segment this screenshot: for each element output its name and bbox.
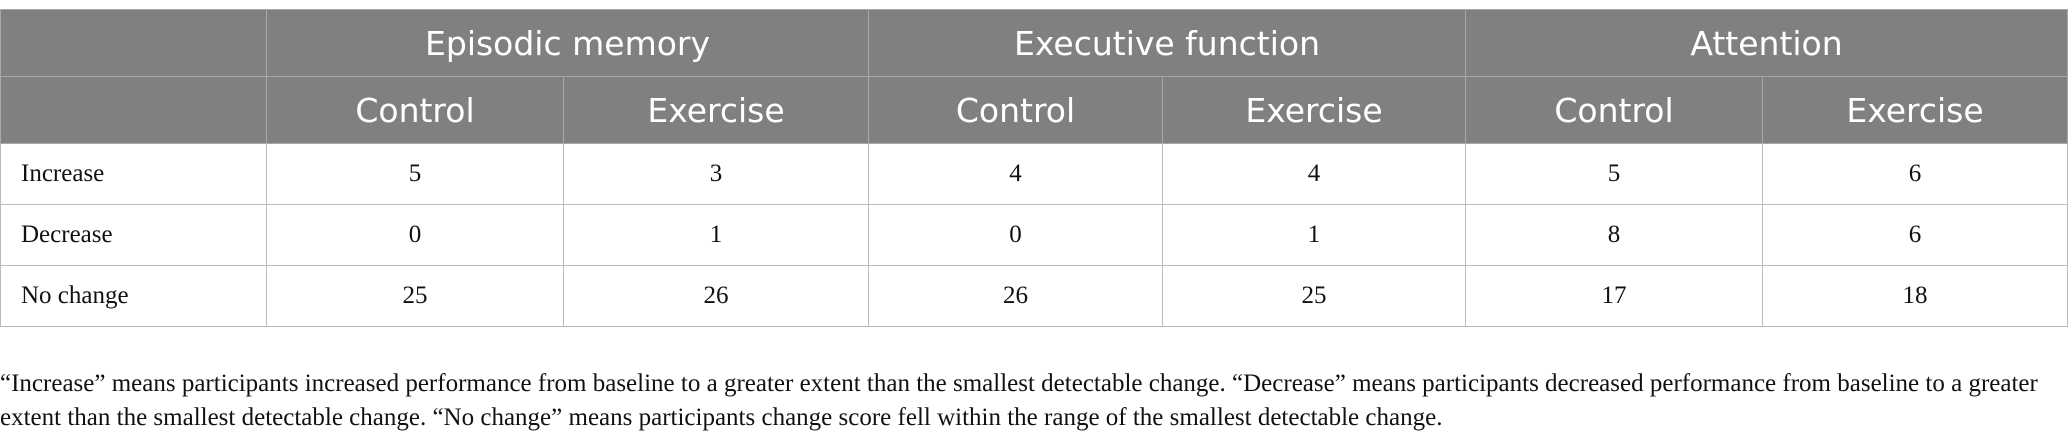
cell: 1 [562,204,870,266]
cell: 18 [1762,265,2068,327]
group-header: Attention [1465,9,2068,77]
results-table: Episodic memory Executive function Attenti… [0,9,2068,327]
cell: 5 [1465,143,1764,205]
header-row: Episodic memory Executive function Attenti… [0,9,2068,77]
cell: 5 [266,143,564,205]
footnote: “Increase” means participants increased … [0,370,2038,431]
group-header: Episodic memory [265,9,870,77]
table-row: Increase 5 3 4 4 5 6 [0,143,2068,205]
sub-header: Exercise [1162,76,1467,144]
cell: 26 [562,265,870,327]
cell: 0 [266,204,564,266]
table-body: Increase 5 3 4 4 5 6 Decrease 0 1 0 1 8 6 No change 25 2… [0,143,2068,327]
row-label: Increase [0,143,267,205]
group-header: Executive function [868,9,1467,77]
cell: 26 [868,265,1164,327]
cell: 25 [1162,265,1467,327]
row-label: No change [0,265,267,327]
cell: 17 [1465,265,1764,327]
sub-header: Control [1465,76,1764,144]
corner-cell [0,76,267,144]
cell: 6 [1762,204,2068,266]
row-label: Decrease [0,204,267,266]
cell: 0 [868,204,1164,266]
table-row: No change 25 26 26 25 17 18 [0,265,2068,327]
table-row: Decrease 0 1 0 1 8 6 [0,204,2068,266]
sub-header: Exercise [562,76,870,144]
cell: 6 [1762,143,2068,205]
sub-header: Control [266,76,564,144]
sub-header: Exercise [1762,76,2068,144]
cell: 4 [1162,143,1467,205]
cell: 3 [562,143,870,205]
sub-header: Control [868,76,1164,144]
header-row: Control Exercise Control Exercise Control Exe… [0,76,2068,144]
table-header: Episodic memory Executive function Attenti… [0,9,2068,144]
cell: 1 [1162,204,1467,266]
corner-cell [0,9,267,77]
cell: 8 [1465,204,1764,266]
cell: 25 [266,265,564,327]
cell: 4 [868,143,1164,205]
